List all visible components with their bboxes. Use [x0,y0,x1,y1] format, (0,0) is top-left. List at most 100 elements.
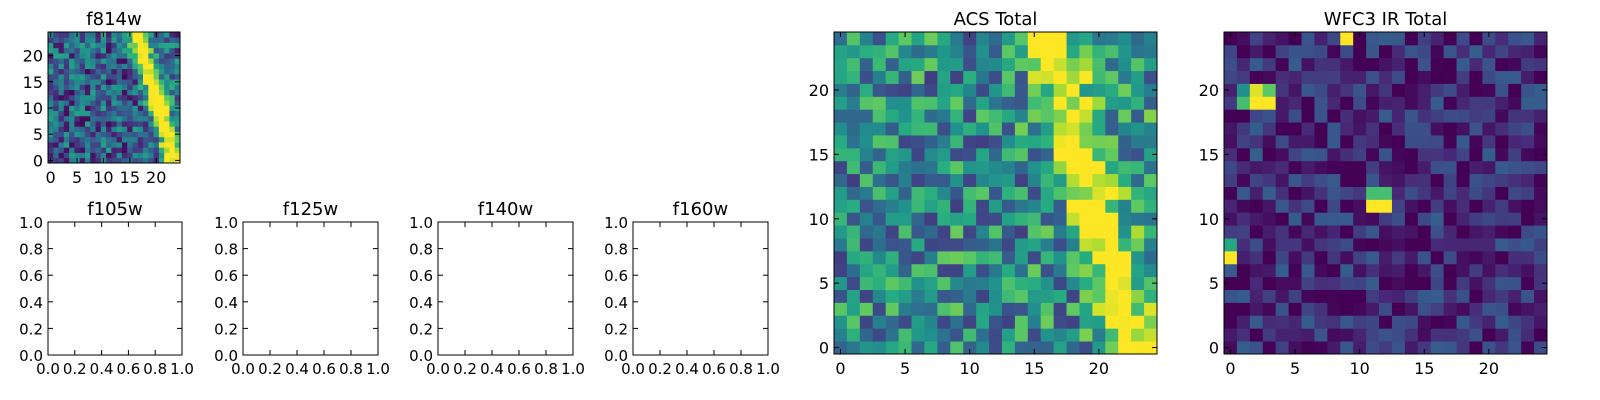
f814w-pixel [153,68,160,75]
wfc3-ir-total-pixel [1521,225,1535,239]
f814w-pixel [79,121,86,127]
acs-total-pixel [1118,135,1132,149]
acs-total-pixel [1105,302,1119,316]
acs-total-pixel [976,276,990,290]
f814w-pixel [116,42,123,49]
wfc3-ir-total-pixel [1417,199,1432,213]
wfc3-ir-total-pixel [1456,225,1470,239]
wfc3-ir-total-pixel [1521,289,1535,303]
acs-total-pixel [1014,70,1029,84]
acs-total-pixel [898,225,912,239]
wfc3-ir-total-pixel [1456,238,1470,252]
wfc3-ir-total-pixel [1443,70,1457,84]
wfc3-ir-total-pixel [1391,44,1406,59]
f814w-pixel [164,131,170,138]
wfc3-ir-total-pixel [1404,135,1419,149]
f814w-pixel [158,79,165,85]
f814w-pixel [111,110,118,117]
f814w-pixel [174,136,181,143]
f814w-pixel [95,105,102,111]
acs-total-pixel [1092,186,1106,200]
f814w-pixel [63,105,70,111]
acs-total-pixel [937,328,951,342]
wfc3-ir-total-pixel [1366,250,1380,265]
f814w-pixel [132,94,139,101]
f125w-ytick-label: 1.0 [214,214,238,232]
wfc3-ir-total-pixel [1275,315,1289,329]
wfc3-ir-total-pixel [1456,328,1470,342]
acs-total-pixel [937,122,951,136]
acs-total-pixel [937,341,951,355]
wfc3-ir-total-pixel [1391,276,1406,290]
wfc3-ir-total-pixel [1353,83,1367,97]
acs-total-pixel [1066,238,1080,252]
wfc3-ir-total-pixel [1508,212,1522,226]
wfc3-ir-total-pixel [1236,96,1251,110]
wfc3-ir-total-pixel [1456,289,1470,303]
wfc3-ir-total-pixel [1249,44,1264,59]
wfc3-ir-total-pixel [1534,328,1548,342]
wfc3-ir-total-pixel [1482,83,1496,97]
f814w-pixel [174,147,181,153]
acs-total-pixel [924,250,938,265]
f814w-pixel [169,115,176,122]
f814w-xtick-label: 15 [120,168,140,187]
wfc3-ir-total-pixel [1495,225,1509,239]
f814w-pixel [153,115,160,122]
f814w-pixel [158,121,165,127]
acs-total-pixel [1066,302,1080,316]
acs-total-pixel [1027,263,1042,278]
f814w-pixel [111,121,118,127]
acs-total-pixel [976,341,990,355]
f814w-pixel [153,142,160,148]
acs-total-pixel [1027,122,1042,136]
f814w-pixel [74,126,81,132]
f105w-xtick-label: 0.2 [63,360,87,378]
f814w-pixel [58,131,65,138]
f814w-pixel [106,79,112,85]
wfc3-ir-total-pixel [1534,302,1548,316]
acs-total-pixel [1105,70,1119,84]
acs-total-pixel [976,173,990,187]
wfc3-ir-total-pixel [1443,44,1457,59]
acs-total-pixel [859,173,874,187]
acs-total-pixel [924,263,938,278]
f125w-ytick-label: 0.0 [214,347,238,365]
acs-total-pixel [846,147,861,162]
f814w-pixel [158,100,165,106]
acs-total-pixel [950,173,964,187]
f814w-pixel [148,147,154,153]
acs-total-pixel [1001,32,1016,46]
wfc3-ir-total-pixel [1340,57,1354,72]
wfc3-ir-total-pixel [1379,96,1393,110]
wfc3-ir-total-pixel [1482,96,1496,110]
wfc3-ir-total-pixel [1314,135,1328,149]
wfc3-ir-total-pixel [1495,122,1509,136]
acs-total-pixel [1131,199,1145,213]
f814w-pixel [111,37,118,43]
wfc3-ir-total-pixel [1327,276,1341,290]
acs-total-pixel [1092,328,1106,342]
acs-total-pixel [911,302,925,316]
acs-total-pixel [1066,199,1080,213]
wfc3-ir-total-pixel [1366,96,1380,110]
f814w-pixel [90,131,96,138]
wfc3-ir-total-pixel [1288,238,1302,252]
wfc3-ir-total-pixel [1379,186,1393,200]
acs-total-pixel [885,147,899,162]
f814w-pixel [158,110,165,117]
acs-total-pixel [859,225,874,239]
f814w-pixel [79,52,86,59]
f814w-pixel [90,152,96,159]
acs-total-pixel [885,276,899,290]
wfc3-ir-total-pixel [1275,328,1289,342]
f814w-pixel [121,94,128,101]
f814w-pixel [164,32,170,38]
wfc3-ir-total-pixel [1508,70,1522,84]
wfc3-ir-total-pixel [1417,186,1432,200]
wfc3-ir-total-pixel [1469,289,1483,303]
wfc3-ir-total-pixel [1327,109,1341,123]
acs-total-pixel [924,225,938,239]
f140w-xtick-label: 0.6 [507,360,531,378]
acs-total-pixel [1118,83,1132,97]
